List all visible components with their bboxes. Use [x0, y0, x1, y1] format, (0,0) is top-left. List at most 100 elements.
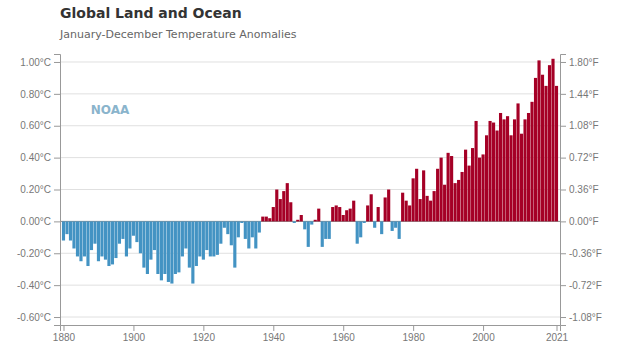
bar	[244, 221, 247, 239]
bar	[366, 205, 369, 221]
tick-label: -0.60°C	[17, 312, 51, 323]
tick-label: 1.44°F	[569, 89, 599, 100]
tick-mark	[560, 317, 566, 318]
tick-label: -0.40°C	[17, 280, 51, 291]
tick-mark	[54, 62, 60, 63]
bar	[286, 183, 289, 221]
tick: 1960	[333, 325, 356, 343]
bar	[135, 221, 138, 242]
bar	[296, 220, 299, 222]
bar	[181, 221, 184, 256]
tick-mark	[54, 94, 60, 95]
bar	[509, 135, 512, 221]
tick: 0.00°C	[20, 216, 60, 227]
tick: -0.20°C	[17, 248, 60, 259]
bar	[69, 221, 72, 240]
tick-mark	[560, 94, 566, 95]
bar	[373, 221, 376, 227]
bar	[408, 205, 411, 221]
tick-mark	[54, 158, 60, 159]
tick-label: 0.20°C	[20, 184, 51, 195]
tick-label: 1900	[123, 332, 146, 343]
bar	[107, 221, 110, 266]
tick: -0.60°C	[17, 312, 60, 323]
bar	[237, 221, 240, 237]
bar	[440, 158, 443, 222]
grid-line	[60, 317, 560, 318]
tick: 2021	[546, 325, 569, 343]
bar	[443, 185, 446, 222]
bar	[195, 221, 198, 266]
axis-line	[61, 326, 561, 332]
bar	[219, 221, 222, 243]
bar	[541, 75, 544, 222]
bar	[121, 221, 124, 239]
bar	[265, 217, 268, 222]
tick: 1.80°F	[560, 57, 599, 68]
bar	[251, 221, 254, 237]
tick-mark	[557, 325, 558, 331]
bar	[289, 202, 292, 221]
bar	[450, 156, 453, 221]
y2-axis: -1.08°F-0.72°F-0.36°F0.00°F0.36°F0.72°F1…	[560, 55, 602, 326]
tick: 1940	[263, 325, 286, 343]
bar	[454, 183, 457, 221]
bar	[530, 102, 533, 222]
bar	[293, 221, 296, 223]
tick: 0.36°F	[560, 184, 599, 195]
bar	[275, 190, 278, 222]
tick: 0.00°F	[560, 216, 599, 227]
bar	[118, 221, 121, 243]
bar	[447, 153, 450, 222]
tick-mark	[413, 325, 414, 331]
tick-label: 1920	[193, 332, 216, 343]
grid-line	[60, 125, 560, 126]
tick-label: 1.00°C	[20, 57, 51, 68]
bar	[247, 221, 250, 248]
annotation: NOAA	[91, 103, 130, 117]
bar	[198, 221, 201, 256]
axis-line	[561, 55, 567, 326]
bar	[345, 210, 348, 221]
bar	[502, 119, 505, 221]
bar	[464, 150, 467, 222]
bar	[83, 221, 86, 256]
bar	[363, 221, 366, 223]
axis-line	[54, 55, 61, 326]
bar	[429, 201, 432, 222]
tick: 1980	[403, 325, 426, 343]
grid	[60, 62, 560, 317]
tick-label: 1.08°F	[569, 120, 599, 131]
bar	[398, 221, 401, 239]
bar	[488, 121, 491, 221]
tick: -1.08°F	[560, 312, 602, 323]
bar	[391, 221, 394, 231]
bar	[258, 221, 261, 232]
bar	[328, 221, 331, 239]
bar	[191, 221, 194, 283]
bars	[62, 59, 558, 284]
bar	[86, 221, 89, 266]
bar	[380, 221, 383, 234]
bar	[324, 221, 327, 239]
bar	[342, 215, 345, 221]
bar	[93, 221, 96, 243]
bar	[331, 207, 334, 221]
bar	[485, 135, 488, 221]
bar	[184, 221, 187, 248]
bar	[216, 221, 219, 254]
grid-line	[60, 253, 560, 254]
bar	[307, 221, 310, 247]
y-axis: -0.60°C-0.40°C-0.20°C0.00°C0.20°C0.40°C0…	[17, 55, 61, 326]
bar	[555, 86, 558, 222]
bar	[163, 221, 166, 274]
bar	[146, 221, 149, 274]
bar	[534, 78, 537, 221]
bar	[114, 221, 117, 258]
x-axis: 18801900192019401960198020002021	[53, 325, 569, 343]
tick-label: 2000	[472, 332, 495, 343]
tick-label: 2021	[546, 332, 569, 343]
bar	[149, 221, 152, 259]
bar	[335, 205, 338, 221]
bar	[352, 201, 355, 222]
